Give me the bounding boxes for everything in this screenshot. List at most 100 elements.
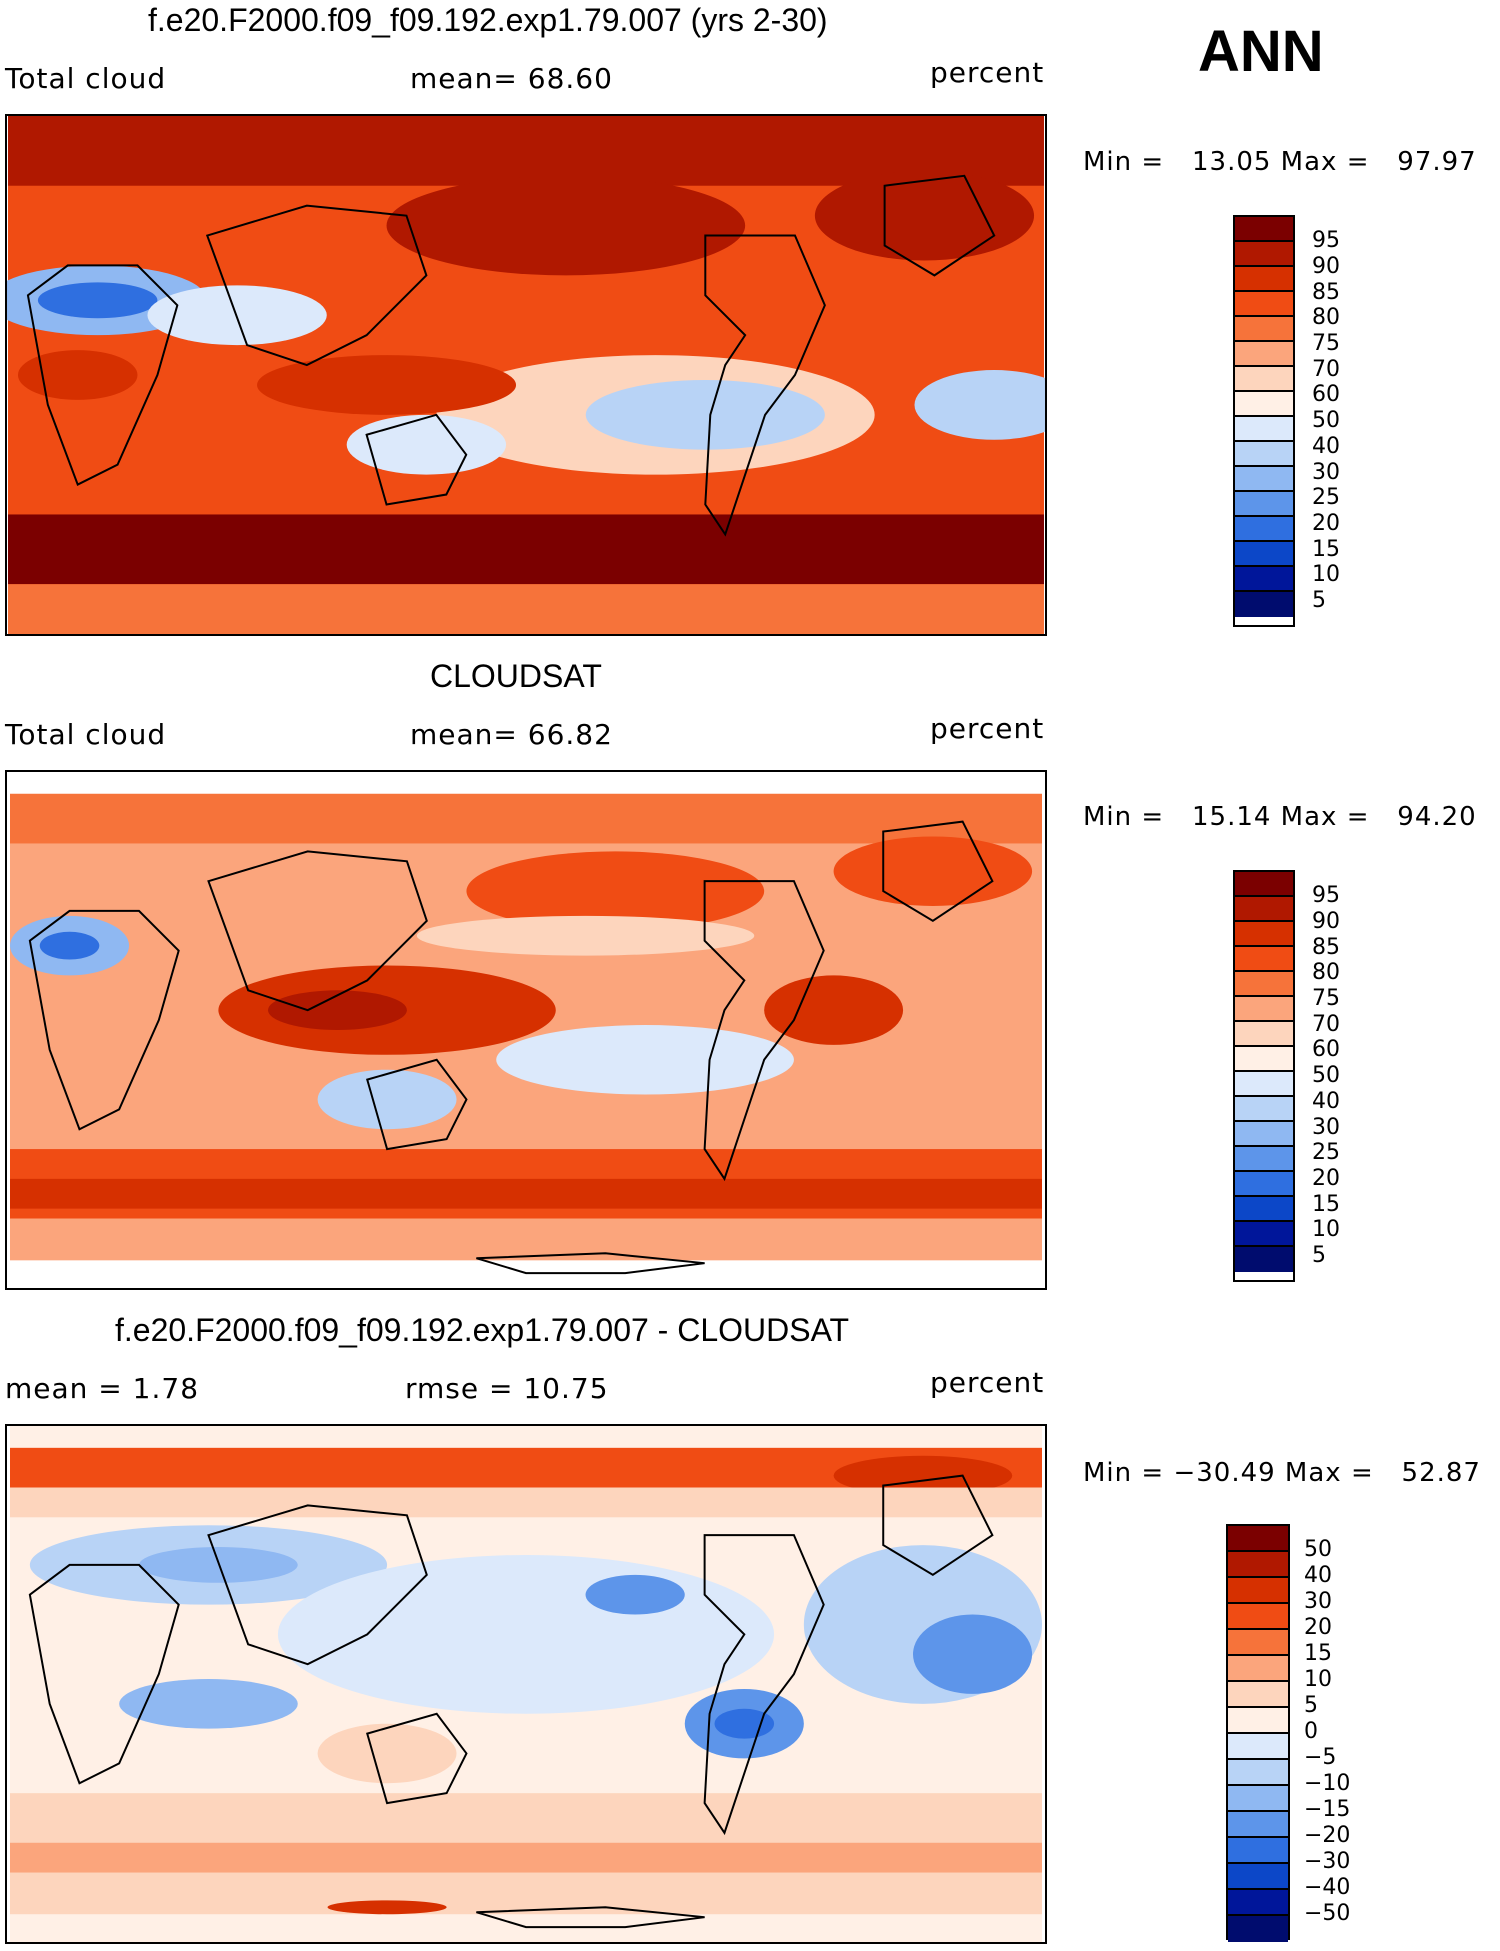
panel3-mean-label: mean = 1.78 <box>5 1372 200 1405</box>
southeast-pacific-clear <box>585 379 825 450</box>
panel3-colorbar <box>1226 1524 1290 1942</box>
panel2-map-svg <box>10 772 1042 1288</box>
colorbar-label: 5 <box>1312 588 1326 613</box>
colorbar-swatch <box>1235 972 1293 997</box>
colorbar-swatch <box>1235 1247 1293 1272</box>
panel1-title: f.e20.F2000.f09_f09.192.exp1.79.007 (yrs… <box>148 2 828 38</box>
colorbar-swatch <box>1235 567 1293 592</box>
colorbar-label: 40 <box>1304 1563 1332 1588</box>
arctic-band <box>8 116 1044 186</box>
colorbar-label: 15 <box>1312 1192 1340 1217</box>
colorbar-swatch <box>1228 1552 1288 1578</box>
colorbar-swatch <box>1228 1526 1288 1552</box>
colorbar-swatch <box>1228 1760 1288 1786</box>
colorbar-label: 80 <box>1312 960 1340 985</box>
colorbar-label: 70 <box>1312 357 1340 382</box>
panel3-rmse-label: rmse = 10.75 <box>405 1372 609 1405</box>
north-pacific-cloud <box>466 851 765 931</box>
amazon-cloud <box>764 975 904 1045</box>
colorbar-swatch <box>1235 317 1293 342</box>
colorbar-label: 20 <box>1312 1166 1340 1191</box>
colorbar-label: 30 <box>1304 1589 1332 1614</box>
colorbar-swatch <box>1228 1812 1288 1838</box>
australia-clear <box>317 1069 457 1130</box>
north-pacific-negative <box>585 1574 685 1615</box>
colorbar-label: 25 <box>1312 485 1340 510</box>
colorbar-label: 15 <box>1312 537 1340 562</box>
colorbar-label: 80 <box>1312 305 1340 330</box>
panel1-mean-label: mean= 68.60 <box>410 62 613 95</box>
colorbar-swatch <box>1228 1708 1288 1734</box>
colorbar-label: −30 <box>1304 1849 1351 1874</box>
colorbar-swatch <box>1235 1022 1293 1047</box>
colorbar-swatch <box>1235 342 1293 367</box>
colorbar-swatch <box>1235 292 1293 317</box>
colorbar-label: 50 <box>1312 408 1340 433</box>
colorbar-swatch <box>1235 872 1293 897</box>
panel2-units-label: percent <box>930 712 1045 745</box>
colorbar-label: −5 <box>1304 1745 1337 1770</box>
colorbar-label: 60 <box>1312 1037 1340 1062</box>
panel3-title: f.e20.F2000.f09_f09.192.exp1.79.007 - CL… <box>115 1312 850 1348</box>
panel1-coastlines <box>26 174 996 537</box>
sahara-core <box>39 931 100 960</box>
colorbar-swatch <box>1228 1604 1288 1630</box>
panel1-colorbar <box>1233 215 1295 627</box>
panel1-variable-label: Total cloud <box>5 62 167 95</box>
south-atlantic-clear <box>914 370 1045 440</box>
colorbar-label: 60 <box>1312 382 1340 407</box>
colorbar-label: 30 <box>1312 1115 1340 1140</box>
colorbar-swatch <box>1235 1097 1293 1122</box>
colorbar-label: 20 <box>1304 1615 1332 1640</box>
colorbar-swatch <box>1235 467 1293 492</box>
colorbar-swatch <box>1228 1682 1288 1708</box>
colorbar-swatch <box>1235 517 1293 542</box>
australia-clear <box>346 414 507 475</box>
antarctic-bias <box>327 1900 447 1915</box>
colorbar-label: 75 <box>1312 986 1340 1011</box>
pacific-negative <box>277 1555 775 1714</box>
colorbar-label: 0 <box>1304 1719 1318 1744</box>
colorbar-swatch <box>1235 1147 1293 1172</box>
antarctic-band <box>8 584 1044 634</box>
colorbar-label: 70 <box>1312 1012 1340 1037</box>
colorbar-label: 40 <box>1312 434 1340 459</box>
southern-ocean-core <box>10 1178 1042 1209</box>
colorbar-label: 10 <box>1312 1217 1340 1242</box>
colorbar-swatch <box>1235 392 1293 417</box>
colorbar-swatch <box>1235 592 1293 617</box>
colorbar-swatch <box>1235 492 1293 517</box>
colorbar-swatch <box>1235 267 1293 292</box>
colorbar-label: 85 <box>1312 280 1340 305</box>
panel1-map <box>5 114 1047 636</box>
colorbar-label: 20 <box>1312 511 1340 536</box>
panel1-map-svg <box>7 116 1045 634</box>
north-atlantic-cloud <box>814 170 1035 261</box>
colorbar-label: 10 <box>1312 562 1340 587</box>
africa-cloud <box>17 350 138 400</box>
panel3-map-svg <box>10 1426 1042 1942</box>
maritime-continent-cloud <box>257 355 517 415</box>
colorbar-label: 50 <box>1312 1063 1340 1088</box>
colorbar-swatch <box>1235 242 1293 267</box>
colorbar-swatch <box>1228 1916 1288 1942</box>
colorbar-label: 10 <box>1304 1667 1332 1692</box>
colorbar-swatch <box>1228 1890 1288 1916</box>
season-label: ANN <box>1198 19 1324 84</box>
panel2-coastlines <box>28 820 994 1275</box>
colorbar-swatch <box>1228 1838 1288 1864</box>
panel2-minmax: Min = 15.14 Max = 94.20 <box>1083 802 1477 832</box>
panel2-title: CLOUDSAT <box>430 658 602 694</box>
colorbar-swatch <box>1228 1630 1288 1656</box>
colorbar-label: −10 <box>1304 1771 1351 1796</box>
panel2-colorbar <box>1233 870 1295 1282</box>
colorbar-swatch <box>1235 367 1293 392</box>
north-atlantic-cloud <box>833 836 1033 906</box>
colorbar-swatch <box>1228 1864 1288 1890</box>
antarctic-band <box>10 1218 1042 1261</box>
colorbar-swatch <box>1235 1222 1293 1247</box>
colorbar-swatch <box>1235 1047 1293 1072</box>
panel3-units-label: percent <box>930 1366 1045 1399</box>
panel2-map <box>5 770 1047 1290</box>
sahara-core <box>37 282 158 319</box>
